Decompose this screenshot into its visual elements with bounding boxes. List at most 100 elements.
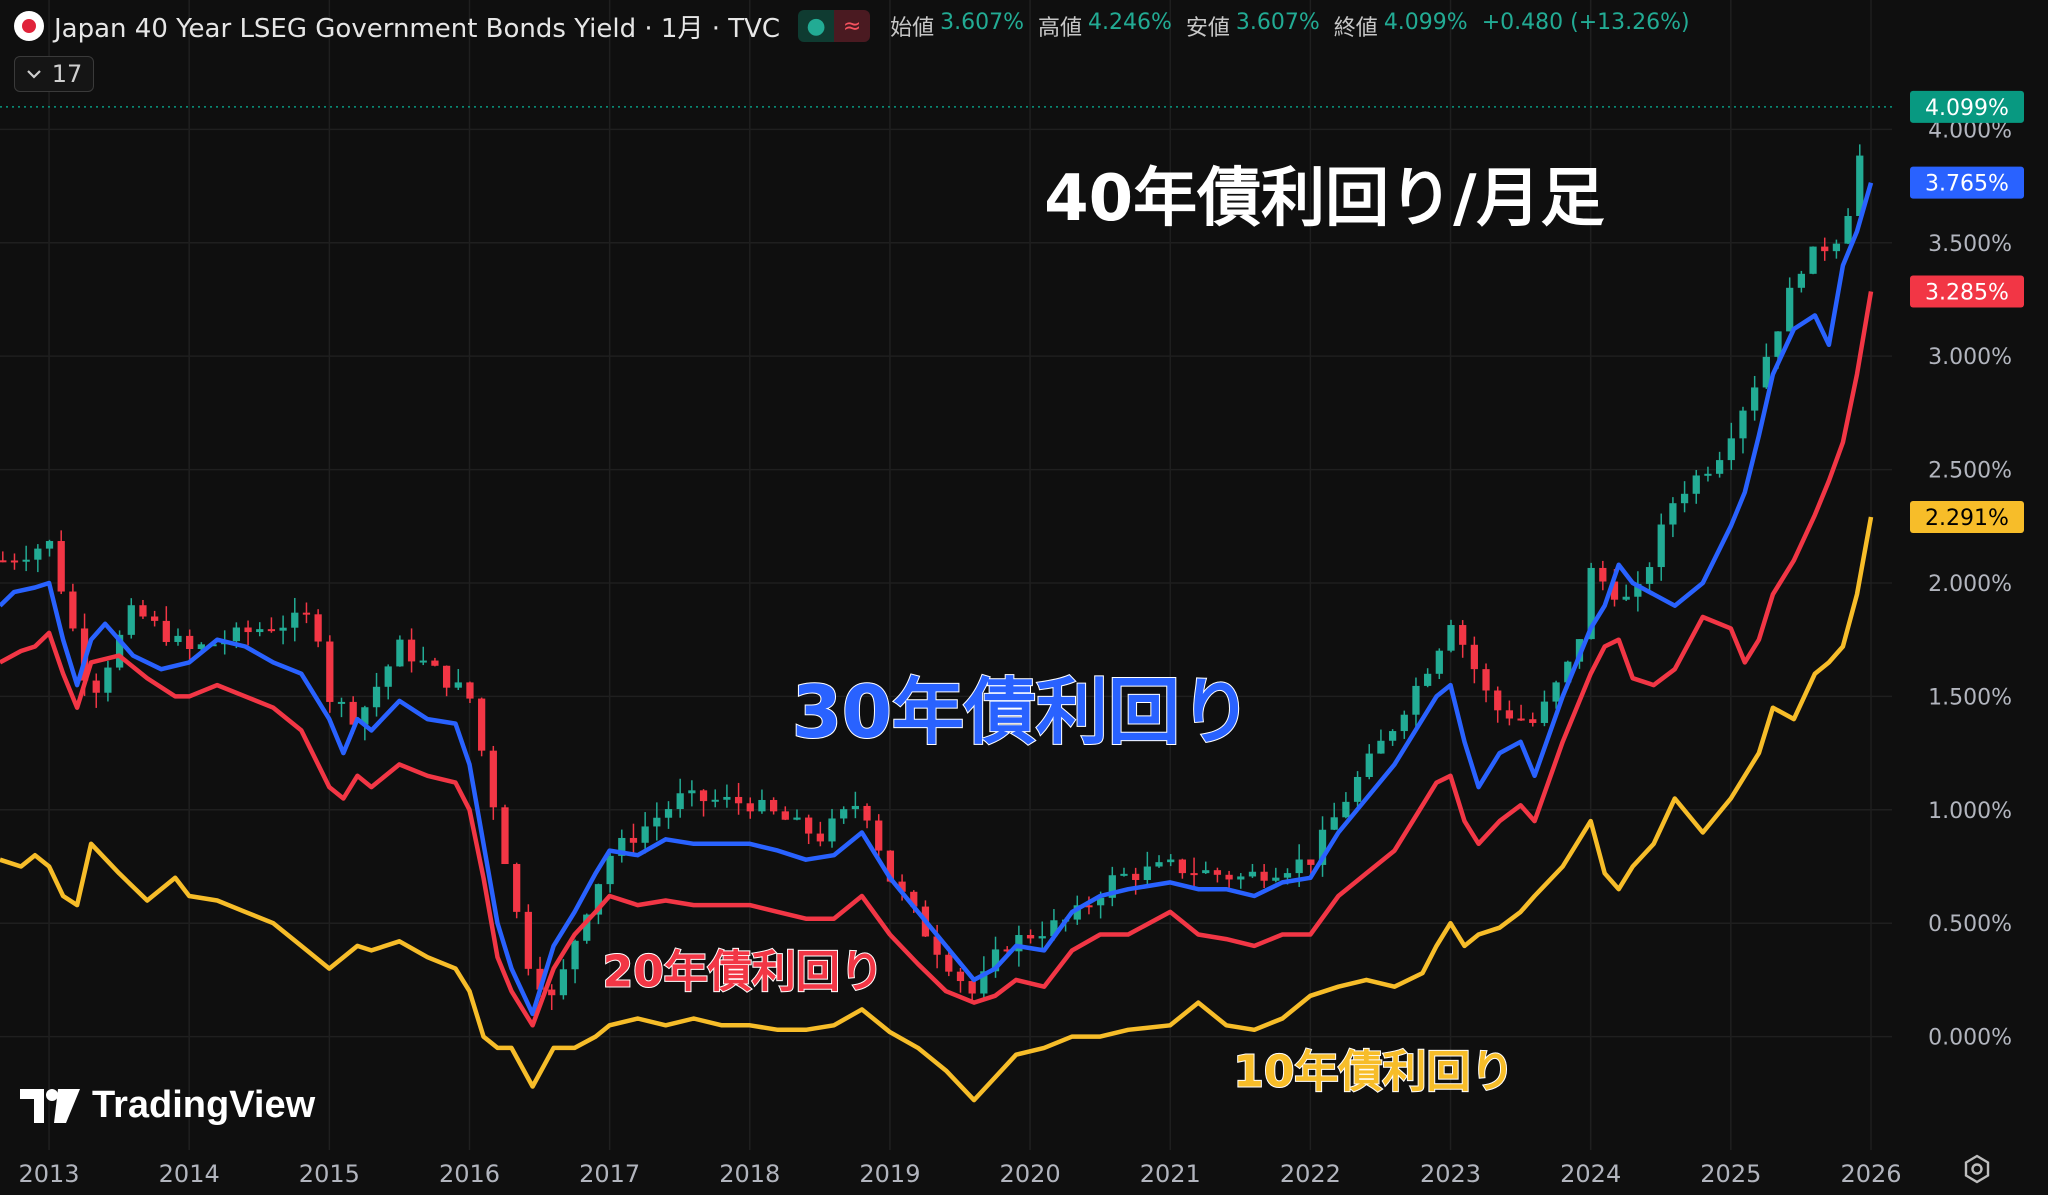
candle-body bbox=[337, 701, 346, 704]
candle-body bbox=[1097, 897, 1105, 906]
x-tick-label: 2015 bbox=[299, 1160, 360, 1188]
market-status-icon[interactable]: ● bbox=[798, 10, 835, 42]
candle-body bbox=[466, 682, 474, 699]
legend-bar: Japan 40 Year LSEG Government Bonds Yiel… bbox=[14, 6, 1698, 46]
candle-body bbox=[758, 799, 766, 812]
candle-body bbox=[968, 981, 976, 994]
candle-body bbox=[991, 949, 1000, 972]
price-change: +0.480 (+13.26%) bbox=[1481, 10, 1690, 35]
candle-body bbox=[1283, 873, 1292, 878]
candle-body bbox=[1202, 870, 1210, 874]
symbol-title[interactable]: Japan 40 Year LSEG Government Bonds Yiel… bbox=[54, 13, 781, 44]
candle-body bbox=[1318, 829, 1327, 865]
candle-body bbox=[1680, 493, 1689, 504]
candle-body bbox=[571, 940, 579, 970]
price-label-box bbox=[1910, 90, 2024, 123]
indicator-pills[interactable]: ● ≈ bbox=[798, 10, 871, 42]
candle-body bbox=[489, 750, 497, 808]
candle-body bbox=[1821, 246, 1829, 252]
candle-body bbox=[1587, 567, 1595, 640]
candle-body bbox=[1073, 905, 1081, 920]
price-label-text: 3.765% bbox=[1925, 172, 2009, 197]
candle-body bbox=[1856, 155, 1864, 217]
candle-body bbox=[431, 660, 439, 666]
candle-body bbox=[956, 971, 965, 982]
candle-body bbox=[1190, 873, 1198, 876]
candle-body bbox=[1494, 690, 1502, 711]
candle-body bbox=[127, 605, 135, 635]
y-tick-label: 1.000% bbox=[1928, 799, 2012, 824]
x-tick-label: 2021 bbox=[1140, 1160, 1201, 1188]
candle-body bbox=[115, 634, 124, 668]
candlesticks-40y bbox=[0, 144, 1864, 1010]
chevron-down-icon bbox=[26, 70, 41, 79]
candle-body bbox=[232, 627, 241, 642]
candle-body bbox=[1225, 874, 1233, 880]
collapse-indicators-button[interactable]: 17 bbox=[14, 56, 94, 92]
candle-body bbox=[372, 686, 381, 708]
candle-body bbox=[1540, 701, 1549, 723]
candle-body bbox=[559, 969, 568, 996]
candle-body bbox=[536, 968, 544, 990]
candle-body bbox=[244, 627, 252, 633]
tradingview-logo[interactable]: TradingView bbox=[20, 1084, 315, 1127]
gridlines bbox=[0, 0, 1892, 1150]
wave-icon[interactable]: ≈ bbox=[834, 10, 871, 42]
candle-body bbox=[746, 803, 754, 812]
candle-body bbox=[478, 698, 486, 751]
candle-body bbox=[723, 796, 731, 800]
candle-body bbox=[279, 627, 287, 631]
candle-body bbox=[980, 971, 988, 994]
candle-body bbox=[1727, 438, 1735, 461]
candle-body bbox=[1529, 719, 1537, 723]
candle-body bbox=[1669, 503, 1677, 525]
y-tick-label: 2.000% bbox=[1928, 572, 2012, 597]
ohlc-high-value: 4.246% bbox=[1088, 10, 1172, 35]
series-line-30年債利回り bbox=[0, 182, 1874, 1017]
candle-body bbox=[1388, 731, 1397, 741]
candle-body bbox=[851, 805, 859, 810]
candle-body bbox=[1295, 859, 1303, 874]
ohlc-high-label: 高値 bbox=[1037, 16, 1082, 41]
candle-body bbox=[793, 817, 801, 820]
candle-body bbox=[606, 855, 614, 885]
candle-body bbox=[326, 641, 334, 702]
x-tick-label: 2022 bbox=[1280, 1160, 1341, 1188]
candle-body bbox=[1762, 356, 1770, 388]
candle-body bbox=[840, 809, 848, 819]
candle-body bbox=[1213, 870, 1222, 875]
candle-body bbox=[0, 560, 7, 563]
candle-body bbox=[361, 707, 369, 725]
candle-body bbox=[1844, 216, 1852, 244]
candle-body bbox=[384, 666, 392, 687]
candle-body bbox=[267, 629, 276, 632]
price-label-box bbox=[1910, 500, 2024, 533]
candle-body bbox=[1342, 801, 1350, 818]
candle-body bbox=[22, 559, 30, 562]
x-tick-label: 2023 bbox=[1420, 1160, 1481, 1188]
ohlc-open-label: 始値 bbox=[890, 16, 935, 41]
y-tick-label: 1.500% bbox=[1928, 685, 2012, 710]
candle-body bbox=[1377, 740, 1385, 754]
candle-body bbox=[805, 817, 813, 834]
candle-body bbox=[1178, 859, 1187, 874]
candle-body bbox=[174, 635, 182, 642]
x-tick-label: 2018 bbox=[719, 1160, 780, 1188]
candle-body bbox=[1599, 567, 1607, 582]
candle-body bbox=[1470, 644, 1478, 670]
candle-body bbox=[349, 701, 357, 725]
candle-body bbox=[1634, 583, 1642, 597]
candle-body bbox=[1809, 246, 1817, 274]
candle-body bbox=[1739, 410, 1747, 439]
candle-body bbox=[10, 560, 19, 563]
candle-body bbox=[1026, 935, 1035, 939]
candle-body bbox=[1447, 625, 1455, 651]
candle-body bbox=[618, 837, 626, 856]
candle-body bbox=[524, 911, 532, 969]
candle-body bbox=[711, 799, 719, 802]
settings-icon[interactable] bbox=[1962, 1154, 1992, 1184]
candle-body bbox=[1120, 873, 1128, 876]
y-tick-label: 0.500% bbox=[1928, 912, 2012, 937]
